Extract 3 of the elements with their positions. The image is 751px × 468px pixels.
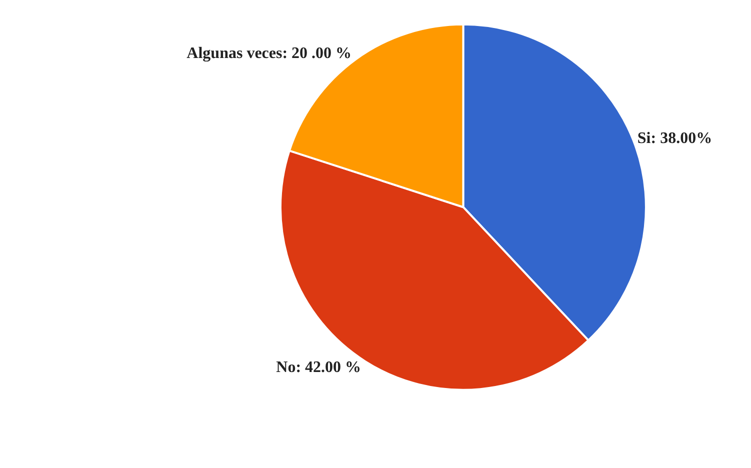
slice-label: Si: 38.00%	[637, 130, 712, 148]
slice-label: Algunas veces: 20 .00 %	[186, 45, 352, 62]
slice-label: No: 42.00 %	[276, 358, 362, 376]
